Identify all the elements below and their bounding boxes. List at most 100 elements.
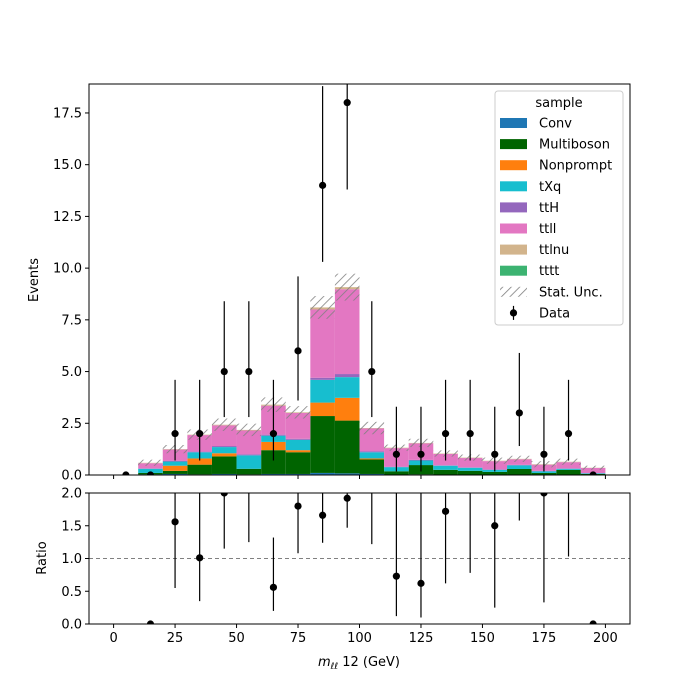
bar-Conv-bin-5	[261, 473, 286, 475]
ratio-y-ticks: 0.0 0.5 1.0 1.5 2.0	[61, 487, 89, 633]
bar-Multiboson-bin-9	[359, 459, 385, 474]
ratio-point-11	[417, 579, 425, 587]
stat-unc-bin-6	[285, 406, 311, 419]
bar-tXq-bin-6	[285, 439, 311, 451]
ratio-point-18	[589, 620, 597, 624]
bar-Nonprompt-bin-8	[334, 397, 360, 421]
bar-ttll-bin-8	[334, 289, 360, 375]
bar-ttH-bin-8	[334, 374, 360, 378]
legend-item-Stat. Unc.: Stat. Unc.	[500, 285, 603, 300]
legend-swatch	[500, 139, 527, 150]
ratio-point-7	[319, 511, 327, 519]
legend-item-Multiboson: Multiboson	[500, 138, 610, 153]
x-tick-label-5: 125	[409, 631, 434, 646]
ratio-point-3	[220, 493, 228, 497]
stat-unc-bin-17	[556, 458, 581, 465]
legend-swatch	[500, 223, 527, 234]
bar-ttH-bin-7	[310, 377, 335, 380]
stat-unc-bin-18	[580, 465, 606, 470]
bar-Multiboson-bin-10	[384, 471, 409, 475]
ratio-point-16	[540, 493, 548, 497]
stat-unc-bin-7	[310, 296, 335, 319]
bar-ttH-bin-3	[211, 446, 237, 448]
legend-swatch	[500, 118, 527, 128]
bar-ttH-bin-9	[359, 451, 385, 453]
data-point-19	[589, 471, 597, 475]
data-point-7	[294, 347, 302, 355]
ratio-panel: 0.0 0.5 1.0 1.5 2.0 0 25 50 75 100 125 150 175 200 R…	[35, 476, 631, 672]
legend-item-Data: Data	[509, 305, 570, 321]
bar-Conv-bin-8	[334, 473, 360, 475]
legend-item-Conv: Conv	[500, 117, 572, 132]
bar-Multiboson-bin-1	[162, 470, 188, 474]
bar-Nonprompt-bin-2	[187, 458, 212, 465]
legend-item-Nonprompt: Nonprompt	[500, 159, 612, 174]
x-axis-label-rest: 12 (GeV)	[338, 655, 400, 670]
bar-Multiboson-bin-4	[236, 468, 262, 475]
legend-swatch	[500, 244, 527, 255]
bar-ttll-bin-17	[556, 462, 581, 469]
legend-label: Multiboson	[539, 138, 610, 153]
legend-title: sample	[535, 96, 582, 111]
x-axis-label-main: m	[318, 655, 331, 670]
data-point-12	[417, 450, 425, 458]
ratio-points	[146, 476, 597, 624]
bar-tXq-bin-4	[236, 455, 262, 469]
legend-marker	[509, 309, 518, 317]
ratio-point-1	[171, 518, 179, 526]
legend-item-tXq: tXq	[500, 180, 561, 195]
ratio-point-5	[269, 583, 278, 591]
legend-item-ttH: ttH	[500, 201, 559, 216]
legend-label: Stat. Unc.	[539, 285, 603, 300]
bar-ttH-bin-6	[285, 438, 311, 440]
bar-Conv-bin-7	[310, 472, 335, 475]
main-ytick-label-5: 12.5	[53, 210, 82, 225]
bar-Multiboson-bin-6	[285, 452, 311, 474]
legend-label: tXq	[539, 180, 561, 195]
bar-Multiboson-bin-2	[187, 464, 212, 475]
main-x-ticks	[113, 475, 606, 479]
data-point-15	[491, 450, 499, 458]
data-point-5	[245, 367, 253, 376]
main-ytick-label-1: 2.5	[61, 417, 82, 432]
bar-tXq-bin-9	[359, 452, 385, 459]
bar-tXq-bin-7	[310, 379, 335, 403]
bar-Nonprompt-bin-7	[310, 402, 335, 417]
data-point-14	[466, 430, 474, 438]
x-tick-label-4: 100	[347, 631, 372, 646]
x-tick-label-6: 150	[470, 631, 495, 646]
legend-swatch	[500, 181, 527, 192]
legend-label: Data	[539, 306, 570, 321]
bar-Multiboson-bin-5	[261, 450, 286, 474]
ratio-ytick-label-4: 2.0	[61, 487, 82, 502]
legend-swatch	[500, 202, 527, 213]
legend-label: ttll	[539, 222, 556, 237]
bar-ttH-bin-4	[236, 454, 262, 456]
stat-unc-bin-15	[507, 455, 532, 462]
main-ytick-label-0: 0.0	[61, 469, 82, 484]
bar-Multiboson-bin-16	[531, 472, 557, 475]
ratio-point-2	[196, 554, 204, 562]
legend-label: ttlnu	[539, 243, 569, 258]
data-point-13	[441, 430, 450, 438]
x-tick-label-1: 25	[167, 631, 184, 646]
main-y-ticks: 0.0 2.5 5.0 7.5 10.0 12.5 15.0 17.5	[53, 106, 89, 484]
main-ytick-label-3: 7.5	[61, 313, 82, 328]
legend-label: Conv	[539, 117, 572, 132]
bar-Nonprompt-bin-3	[211, 453, 237, 457]
ratio-y-axis-label: Ratio	[35, 541, 50, 574]
stat-unc-bin-3	[211, 418, 237, 431]
data-point-8	[319, 181, 327, 189]
legend-swatch	[500, 286, 527, 297]
data-point-0	[122, 471, 130, 475]
ratio-point-13	[467, 476, 474, 483]
bar-tXq-bin-16	[531, 471, 557, 473]
bar-Multiboson-bin-14	[482, 471, 508, 475]
ratio-point-14	[491, 522, 499, 530]
x-tick-label-7: 175	[532, 631, 557, 646]
bar-ttll-bin-18	[580, 467, 606, 474]
bar-Multiboson-bin-8	[334, 420, 360, 474]
ratio-point-9	[368, 483, 375, 490]
stat-unc-bin-9	[359, 421, 385, 435]
bar-tXq-bin-17	[556, 468, 581, 470]
